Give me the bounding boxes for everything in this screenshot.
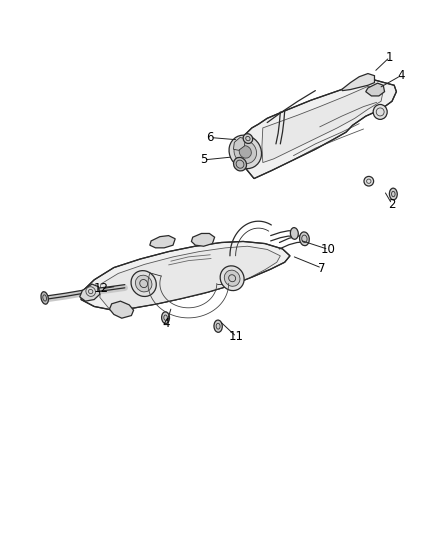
Text: 5: 5 xyxy=(200,154,207,166)
Text: 12: 12 xyxy=(93,282,108,295)
Polygon shape xyxy=(110,301,134,318)
Ellipse shape xyxy=(373,104,387,119)
Ellipse shape xyxy=(243,134,253,143)
Ellipse shape xyxy=(224,270,240,286)
Ellipse shape xyxy=(220,266,244,290)
Ellipse shape xyxy=(300,232,309,246)
Polygon shape xyxy=(80,284,100,301)
Polygon shape xyxy=(262,86,383,163)
Polygon shape xyxy=(233,138,245,150)
Text: 1: 1 xyxy=(386,51,394,63)
Text: 7: 7 xyxy=(318,262,326,274)
Ellipse shape xyxy=(239,146,251,158)
Ellipse shape xyxy=(135,275,152,292)
Polygon shape xyxy=(366,83,385,96)
Text: 2: 2 xyxy=(388,198,396,211)
Ellipse shape xyxy=(41,292,48,304)
Ellipse shape xyxy=(214,320,223,332)
Ellipse shape xyxy=(364,176,374,186)
Ellipse shape xyxy=(290,228,298,239)
Ellipse shape xyxy=(131,271,156,296)
Ellipse shape xyxy=(233,157,247,171)
Ellipse shape xyxy=(162,312,170,324)
Polygon shape xyxy=(100,246,280,309)
Ellipse shape xyxy=(389,188,397,200)
Ellipse shape xyxy=(234,140,257,164)
Polygon shape xyxy=(234,80,396,179)
Text: 10: 10 xyxy=(321,243,336,256)
Text: 11: 11 xyxy=(229,330,244,343)
Polygon shape xyxy=(150,236,175,248)
Polygon shape xyxy=(191,233,215,246)
Polygon shape xyxy=(342,74,374,91)
Polygon shape xyxy=(81,241,290,310)
Ellipse shape xyxy=(229,135,261,168)
Text: 4: 4 xyxy=(397,69,405,82)
Text: 6: 6 xyxy=(206,131,214,144)
Text: 4: 4 xyxy=(162,317,170,330)
